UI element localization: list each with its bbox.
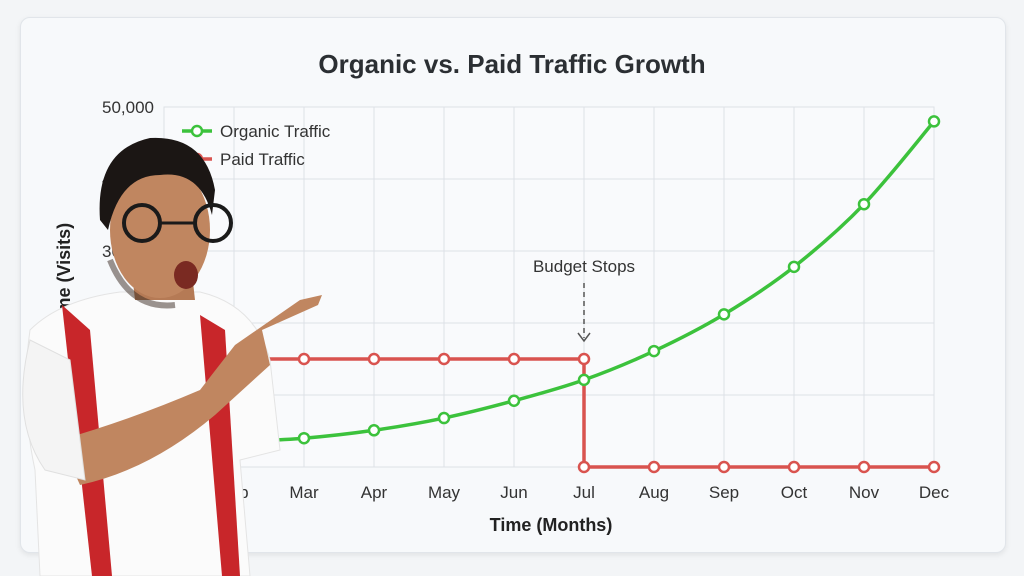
data-point: [297, 431, 311, 445]
data-point: [367, 352, 381, 366]
data-point: [647, 460, 661, 474]
person-photo: [22, 137, 322, 576]
data-point: [717, 460, 731, 474]
x-tick-label: Mar: [289, 483, 319, 502]
data-point: [577, 460, 591, 474]
x-tick-label: Sep: [709, 483, 739, 502]
legend-label: Paid Traffic: [220, 150, 305, 169]
x-axis-label: Time (Months): [490, 515, 613, 535]
x-tick-label: Aug: [639, 483, 669, 502]
x-tick-label: May: [428, 483, 461, 502]
x-tick-label: Jul: [573, 483, 595, 502]
annotation-arrow-head-icon: [577, 332, 591, 343]
data-point: [787, 260, 801, 274]
legend-label: Organic Traffic: [220, 122, 331, 141]
data-point: [857, 197, 871, 211]
data-point: [787, 460, 801, 474]
x-tick-label: Nov: [849, 483, 880, 502]
chart-title: Organic vs. Paid Traffic Growth: [318, 49, 705, 79]
data-point: [857, 460, 871, 474]
data-point: [577, 352, 591, 366]
data-point: [297, 352, 311, 366]
y-tick-label: 50,000: [102, 98, 154, 117]
data-point: [577, 373, 591, 387]
series-layer: [157, 115, 941, 474]
data-point: [927, 115, 941, 128]
data-point: [717, 308, 731, 321]
data-point: [437, 411, 451, 425]
data-point: [367, 424, 381, 437]
x-tick-label: Jun: [500, 483, 527, 502]
data-point: [927, 460, 941, 474]
data-point: [507, 352, 521, 366]
x-tick-label: Apr: [361, 483, 388, 502]
data-point: [647, 344, 661, 358]
grid: [163, 106, 935, 468]
data-point: [437, 352, 451, 366]
plot-area: [163, 106, 935, 468]
data-point: [507, 394, 521, 408]
annotation-budget-stops: Budget Stops: [533, 257, 635, 343]
x-tick-label: Oct: [781, 483, 808, 502]
legend-marker: [190, 124, 204, 138]
x-tick-label: Dec: [919, 483, 950, 502]
annotation-text: Budget Stops: [533, 257, 635, 276]
